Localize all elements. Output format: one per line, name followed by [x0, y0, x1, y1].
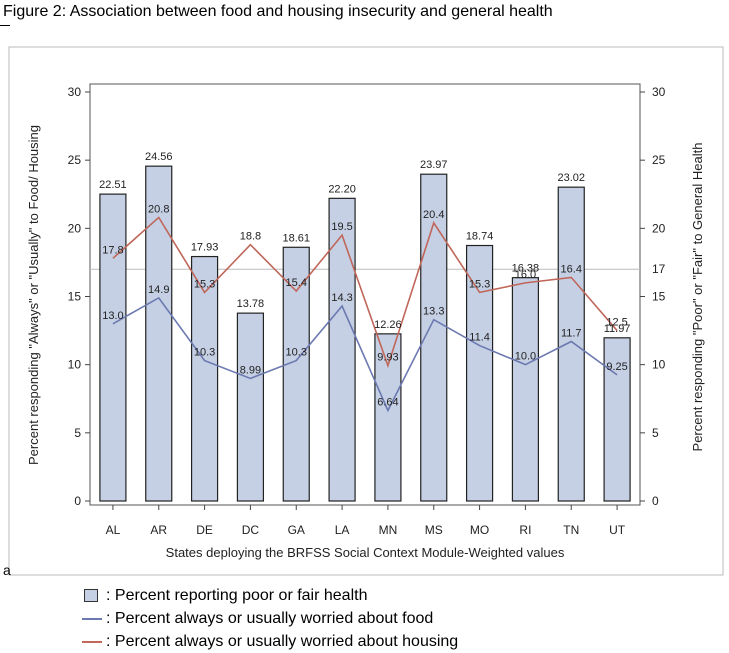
bar-label-MN: 12.26 — [374, 319, 402, 331]
reference-line-group: 17 — [90, 262, 666, 276]
point-label-food-MN: 6.64 — [377, 396, 398, 408]
x-tick-label-LA: LA — [335, 523, 350, 537]
bar-RI — [511, 277, 540, 502]
bar-label-RI: 16.38 — [512, 263, 540, 275]
legend-label-food: : Percent always or usually worried abou… — [106, 609, 434, 627]
reference-line-label: 17 — [652, 262, 666, 276]
legend-item-housing: : Percent always or usually worried abou… — [80, 630, 458, 653]
x-tick-label-DC: DC — [242, 523, 260, 537]
y-tick-label-left-15: 15 — [68, 290, 82, 304]
x-tick-label-DE: DE — [196, 523, 213, 537]
x-tick-label-MS: MS — [425, 523, 443, 537]
y-tick-label-right-10: 10 — [652, 358, 666, 372]
x-tick-label-UT: UT — [609, 523, 626, 537]
bar-label-DC: 13.78 — [237, 298, 265, 310]
point-label-food-AR: 14.9 — [148, 284, 169, 296]
legend-label-housing: : Percent always or usually worried abou… — [106, 632, 459, 650]
y-tick-label-left-20: 20 — [68, 221, 82, 235]
y-tick-label-left-5: 5 — [74, 426, 81, 440]
x-tick-label-MN: MN — [379, 523, 398, 537]
x-tick-label-RI: RI — [519, 523, 531, 537]
point-label-food-TN: 11.7 — [561, 327, 582, 339]
y-tick-label-right-5: 5 — [652, 426, 659, 440]
y-axis-label-right: Percent responding "Poor" or "Fair" to G… — [690, 143, 705, 452]
y-tick-label-right-25: 25 — [652, 153, 666, 167]
y-tick-label-right-15: 15 — [652, 290, 666, 304]
legend-line-housing — [82, 640, 102, 643]
point-label-housing-AR: 20.8 — [148, 203, 169, 215]
legend-item-food: : Percent always or usually worried abou… — [80, 607, 458, 630]
bar-label-AR: 24.56 — [145, 151, 173, 163]
x-tick-label-GA: GA — [288, 523, 305, 537]
bar-label-MS: 23.97 — [420, 159, 448, 171]
bar-label-UT: 11.97 — [604, 323, 631, 335]
plot-area — [89, 83, 641, 506]
point-label-food-DE: 10.3 — [194, 347, 215, 359]
point-label-housing-DC: 18.8 — [240, 231, 261, 243]
figure-title: Figure 2: Association between food and h… — [3, 3, 553, 20]
data-labels-group: 22.51 24.56 17.93 13.78 18.61 22.20 12.26 23.97… — [99, 151, 630, 408]
point-label-food-MO: 11.4 — [469, 332, 490, 344]
point-label-food-AL: 13.0 — [102, 310, 123, 322]
bar-label-MO: 18.74 — [466, 231, 494, 243]
title-rule — [0, 25, 10, 26]
bars-group — [99, 165, 631, 502]
bar-label-TN: 23.02 — [557, 172, 585, 184]
point-label-housing-RI: 16.0 — [515, 269, 536, 281]
point-label-food-GA: 10.3 — [286, 347, 307, 359]
x-tick-label-TN: TN — [563, 523, 579, 537]
point-label-housing-TN: 16.4 — [561, 263, 582, 275]
point-label-housing-MN: 9.93 — [377, 352, 398, 364]
side-letter: a — [3, 562, 11, 578]
point-label-food-MS: 13.3 — [423, 306, 444, 318]
bar-MO — [465, 244, 494, 502]
bar-AL — [99, 193, 127, 502]
bar-TN — [557, 186, 585, 502]
axes-group: 0 0 5 5 10 10 15 15 20 20 25 25 30 30 AL AR DE DC GA LA MN MS… — [68, 85, 666, 537]
legend: : Percent reporting poor or fair health … — [80, 584, 458, 653]
x-tick-label-AL: AL — [106, 523, 121, 537]
chart: 17 0 0 5 5 10 10 15 15 20 20 25 25 30 30 AL AR DE DC GA LA M… — [8, 46, 724, 576]
series-line-food — [112, 296, 618, 413]
legend-label-bars: : Percent reporting poor or fair health — [106, 586, 368, 604]
y-tick-label-left-30: 30 — [68, 85, 82, 99]
lines-group — [112, 216, 618, 413]
legend-line-food — [82, 617, 102, 620]
y-tick-label-left-10: 10 — [68, 358, 82, 372]
series-line-housing — [112, 216, 618, 369]
point-label-food-RI: 10.0 — [515, 351, 536, 363]
legend-item-bars: : Percent reporting poor or fair health — [80, 584, 458, 607]
bar-LA — [328, 197, 356, 502]
point-label-housing-GA: 15.4 — [286, 277, 307, 289]
y-axis-label-left: Percent responding "Always" or "Usually"… — [26, 125, 41, 465]
y-tick-label-left-25: 25 — [68, 153, 82, 167]
bar-label-DE: 17.93 — [191, 242, 219, 254]
y-tick-label-right-0: 0 — [652, 494, 659, 508]
point-label-housing-DE: 15.3 — [194, 278, 215, 290]
point-label-food-DC: 8.99 — [240, 364, 261, 376]
point-label-food-UT: 9.25 — [606, 361, 627, 373]
point-label-housing-LA: 19.5 — [331, 221, 352, 233]
point-label-housing-MS: 20.4 — [423, 209, 444, 221]
y-tick-label-right-30: 30 — [652, 85, 666, 99]
point-label-housing-MO: 15.3 — [469, 278, 490, 290]
bar-DE — [190, 255, 219, 502]
legend-swatch-bars — [84, 589, 98, 602]
x-tick-label-MO: MO — [470, 523, 489, 537]
bar-label-LA: 22.20 — [328, 183, 356, 195]
point-label-housing-UT: 12.5 — [606, 317, 627, 329]
bar-DC — [236, 312, 265, 502]
y-tick-label-left-0: 0 — [74, 494, 81, 508]
bar-MN — [374, 333, 402, 502]
bar-AR — [145, 165, 173, 502]
x-axis-label: States deploying the BRFSS Social Contex… — [166, 545, 565, 560]
point-label-housing-AL: 17.8 — [102, 244, 123, 256]
x-tick-label-AR: AR — [150, 523, 167, 537]
point-label-food-LA: 14.3 — [331, 292, 352, 304]
bar-label-AL: 22.51 — [99, 179, 127, 191]
y-tick-label-right-20: 20 — [652, 221, 666, 235]
bar-GA — [282, 246, 310, 502]
bar-UT — [603, 337, 631, 502]
bar-label-GA: 18.61 — [282, 232, 310, 244]
